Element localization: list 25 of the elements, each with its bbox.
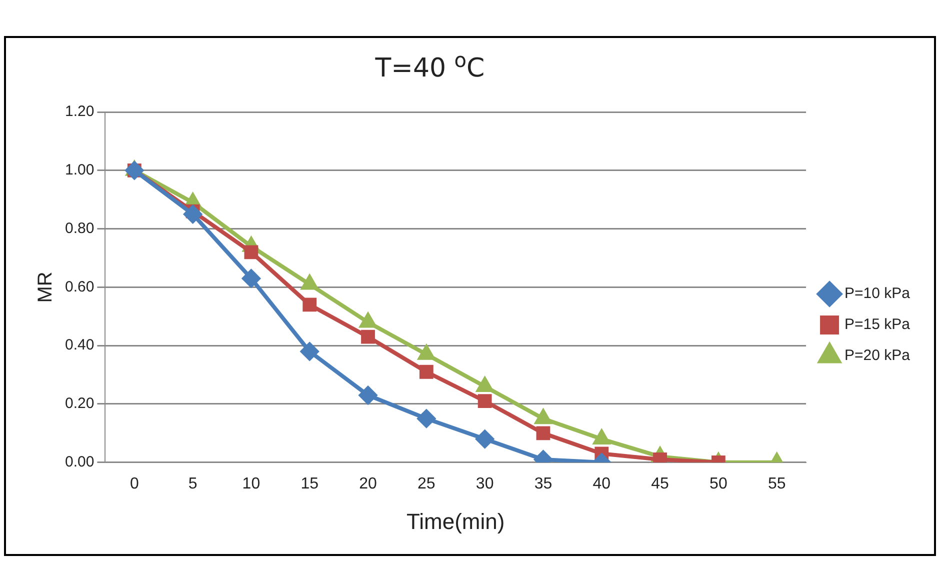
y-axis-title: MR [34, 272, 57, 303]
chart-title: T=40 $^{o}$C [374, 48, 486, 84]
x-tick-label: 25 [418, 475, 436, 492]
x-tick-label: 55 [768, 475, 786, 492]
y-tick-label: 0.80 [64, 220, 94, 237]
x-tick-label: 5 [188, 475, 198, 492]
x-tick-label: 10 [242, 475, 260, 492]
legend-label: P=15 kPa [844, 316, 911, 334]
x-tick-label: 35 [534, 475, 552, 492]
x-tick-label: 15 [300, 475, 319, 492]
y-tick-label: 1.20 [64, 103, 94, 120]
x-tick-label: 40 [592, 475, 611, 492]
y-tick-label: 0.60 [64, 278, 94, 296]
legend-label: P=20 kPa [844, 347, 911, 364]
y-tick-label: 0.40 [64, 336, 94, 354]
x-tick-label: 0 [130, 475, 139, 492]
x-tick-label: 30 [476, 475, 494, 492]
x-tick-label: 50 [710, 475, 728, 492]
x-tick-label: 20 [359, 475, 378, 492]
x-axis-title: Time(min) [406, 508, 505, 534]
y-tick-label: 0.00 [64, 454, 94, 471]
legend-label: P=10 kPa [844, 285, 911, 302]
y-tick-label: 1.00 [64, 162, 94, 179]
y-tick-label: 0.20 [64, 395, 94, 412]
x-tick-label: 45 [651, 475, 670, 492]
